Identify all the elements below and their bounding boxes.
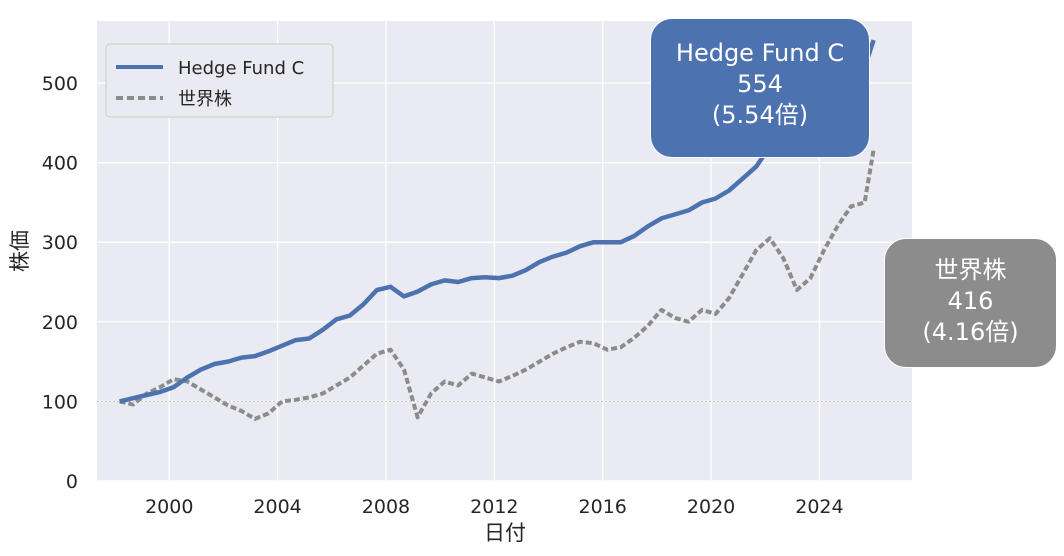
series-layer: [119, 39, 876, 421]
callout-world-stocks-value: 416: [947, 287, 994, 315]
x-axis-label: 日付: [484, 521, 526, 545]
y-tick-label: 300: [42, 232, 78, 254]
callout-world-stocks-ratio: (4.16倍): [922, 318, 1019, 346]
x-tick-label: 2024: [795, 496, 843, 518]
legend-label-world-stocks: 世界株: [178, 89, 232, 110]
x-tick-label: 2000: [145, 496, 193, 518]
y-tick-labels: 0 100 200 300 400 500: [42, 73, 78, 493]
x-tick-label: 2012: [470, 496, 518, 518]
series-line-world-stocks: [119, 149, 876, 421]
y-tick-label: 400: [42, 153, 78, 175]
y-tick-label: 0: [66, 471, 78, 493]
callout-hedge-fund-name: Hedge Fund C: [675, 39, 845, 67]
legend: Hedge Fund C 世界株: [105, 43, 334, 118]
y-tick-label: 500: [42, 73, 78, 95]
callout-world-stocks-name: 世界株: [934, 256, 1007, 284]
y-axis-label: 株価: [8, 230, 32, 272]
callout-world-stocks: 世界株 416 (4.16倍): [884, 238, 1057, 368]
x-tick-label: 2020: [687, 496, 735, 518]
y-tick-label: 200: [42, 312, 78, 334]
y-tick-label: 100: [42, 391, 78, 413]
x-tick-labels: 2000 2004 2008 2012 2016 2020 2024: [145, 496, 844, 518]
callout-hedge-fund-value: 554: [737, 70, 783, 98]
x-tick-label: 2016: [579, 496, 627, 518]
x-tick-label: 2004: [253, 496, 301, 518]
legend-label-hedge-fund: Hedge Fund C: [178, 58, 304, 79]
series-line-hedge-fund: [119, 39, 876, 404]
x-tick-label: 2008: [362, 496, 410, 518]
callout-hedge-fund: Hedge Fund C 554 (5.54倍): [650, 18, 870, 158]
callout-hedge-fund-ratio: (5.54倍): [711, 101, 809, 129]
